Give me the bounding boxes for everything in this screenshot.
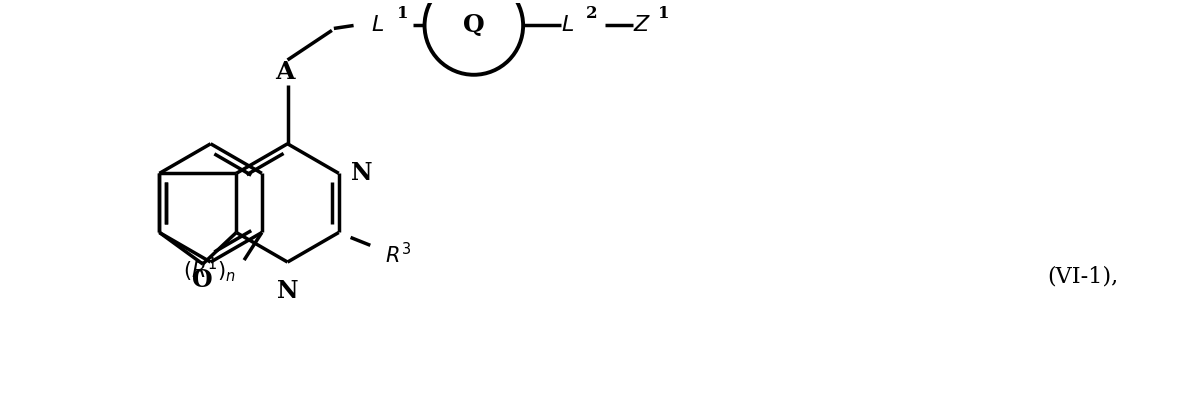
Text: $L$: $L$ — [372, 15, 385, 37]
Text: 1: 1 — [658, 5, 670, 22]
Text: N: N — [277, 279, 298, 303]
Text: (VI-1),: (VI-1), — [1048, 266, 1119, 288]
Text: $Z$: $Z$ — [633, 15, 651, 37]
Text: 1: 1 — [397, 5, 409, 22]
Text: $L$: $L$ — [561, 15, 574, 37]
Text: 2: 2 — [586, 5, 598, 22]
Text: A: A — [274, 60, 295, 84]
Text: $(R^1)_n$: $(R^1)_n$ — [183, 255, 236, 285]
Text: O: O — [192, 268, 213, 292]
Text: $R^3$: $R^3$ — [385, 242, 411, 267]
Text: Q: Q — [463, 13, 485, 37]
Text: N: N — [350, 162, 372, 185]
